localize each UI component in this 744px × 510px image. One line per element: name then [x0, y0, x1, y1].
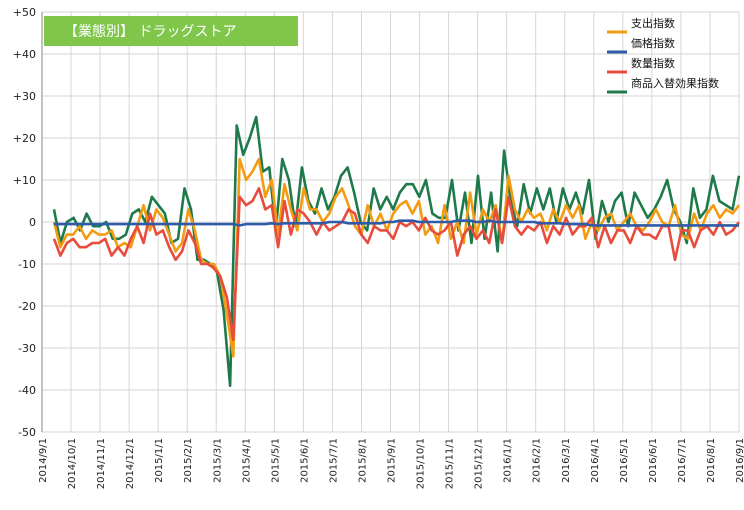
y-tick-label: -40 — [18, 384, 36, 397]
x-tick-label: 2014/9/1 — [38, 438, 49, 483]
x-tick-label: 2016/8/1 — [706, 438, 717, 483]
x-tick-label: 2016/5/1 — [619, 438, 630, 483]
y-tick-label: +20 — [13, 132, 36, 145]
x-tick-label: 2016/6/1 — [648, 438, 659, 483]
legend-label: 数量指数 — [631, 56, 675, 70]
y-tick-label: +30 — [13, 90, 36, 103]
series-line-0 — [52, 157, 741, 358]
x-tick-label: 2016/9/1 — [735, 438, 744, 483]
x-tick-label: 2015/2/1 — [183, 438, 194, 483]
title-background — [44, 16, 298, 46]
x-axis-labels: 2014/9/1 2014/10/1 2014/11/1 2014/12/1 2015/… — [38, 438, 744, 489]
y-tick-label: +40 — [13, 48, 36, 61]
series-line-2 — [52, 187, 741, 341]
x-tick-label: 2015/6/1 — [299, 438, 310, 483]
series-line-3 — [52, 115, 741, 388]
x-tick-label: 2014/12/1 — [125, 438, 136, 489]
y-tick-label: +50 — [13, 6, 36, 19]
legend-label: 商品入替効果指数 — [631, 76, 719, 90]
x-tick-label: 2016/7/1 — [677, 438, 688, 483]
x-tick-label: 2014/10/1 — [67, 438, 78, 489]
y-tick-label: 0 — [29, 216, 36, 229]
legend-label: 支出指数 — [631, 16, 675, 30]
y-tick-label: -10 — [18, 258, 36, 271]
y-tick-label: -20 — [18, 300, 36, 313]
x-tick-label: 2015/8/1 — [357, 438, 368, 483]
series-lines — [52, 115, 741, 388]
x-tick-label: 2015/5/1 — [270, 438, 281, 483]
x-tick-label: 2016/3/1 — [561, 438, 572, 483]
legend-label: 価格指数 — [631, 36, 675, 50]
x-tick-label: 2015/9/1 — [387, 438, 398, 483]
y-tick-label: -30 — [18, 342, 36, 355]
x-tick-label: 2015/7/1 — [328, 438, 339, 483]
y-axis-labels: +50 +40 +30 +20 +10 0 -10 -20 -30 -40 -50 — [13, 6, 36, 439]
x-tick-label: 2015/4/1 — [241, 438, 252, 483]
x-tick-label: 2015/3/1 — [212, 438, 223, 483]
x-tick-label: 2015/10/1 — [416, 438, 427, 489]
y-tick-label: -50 — [18, 426, 36, 439]
y-tick-label: +10 — [13, 174, 36, 187]
series-line-1 — [54, 219, 739, 227]
x-tick-label: 2016/2/1 — [532, 438, 543, 483]
x-tick-label: 2015/1/1 — [154, 438, 165, 483]
x-tick-label: 2014/11/1 — [96, 438, 107, 489]
x-tick-label: 2015/12/1 — [474, 438, 485, 489]
x-tick-label: 2016/4/1 — [590, 438, 601, 483]
x-tick-label: 2015/11/1 — [445, 438, 456, 489]
chart-title-box: 【業態別】 ドラッグストア — [44, 16, 298, 46]
x-tick-label: 2016/1/1 — [503, 438, 514, 483]
chart-title: 【業態別】 ドラッグストア — [64, 24, 236, 40]
